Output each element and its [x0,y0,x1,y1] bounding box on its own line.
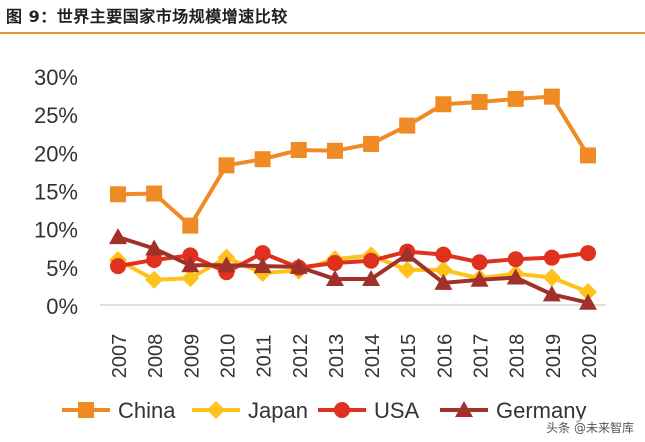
y-tick-label: 30% [34,65,78,90]
axes: 0% 5% 10% 15% 20% 25% 30% 2007 2008 2009 2010 2011 2… [34,65,606,378]
x-tick-label: 2007 [109,334,131,379]
legend-china-label: China [118,398,176,423]
series-japan-point [145,270,164,289]
series-layer [109,88,597,310]
series-china-point [507,90,524,107]
series-usa-point [543,249,560,266]
series-china-point [182,217,199,234]
legend: China Japan USA Germany [62,398,586,423]
series-china-point [435,96,452,113]
x-tick-label: 2018 [507,334,529,379]
series-usa-point [363,252,380,269]
series-japan-point [434,260,453,279]
x-tick-label: 2016 [434,334,456,379]
series-japan-point [181,269,200,288]
series-usa-point [182,247,199,264]
watermark: 头条 @未来智库 [543,419,637,436]
series-germany-point [398,245,417,262]
series-china [110,88,596,234]
series-usa-point [110,258,126,275]
series-germany [109,228,597,310]
series-china-point [110,186,126,203]
legend-usa-label: USA [374,398,420,423]
y-tick-label: 15% [34,180,78,205]
series-germany-point [289,257,308,274]
series-usa [110,243,596,281]
series-germany-point [506,268,525,285]
series-usa-point [254,245,271,262]
series-china-point [218,157,235,174]
series-usa-point [326,255,343,272]
series-germany-point [434,273,453,290]
legend-japan-label: Japan [248,398,308,423]
series-germany-point [470,270,489,287]
series-china-point [146,185,163,202]
series-usa-point [471,254,488,271]
legend-item-china: China [62,398,176,423]
series-germany-point [145,239,164,256]
x-tick-label: 2020 [579,334,601,379]
series-germany-point [181,256,200,273]
series-japan-point [398,260,417,279]
series-japan-point [542,268,561,287]
x-tick-label: 2015 [398,334,420,379]
series-china-point [399,117,416,134]
legend-item-japan: Japan [192,398,308,423]
series-china-point [326,142,343,159]
series-germany-line [117,235,589,305]
series-usa-point [146,251,163,268]
legend-item-usa: USA [318,398,420,423]
y-tick-label: 25% [34,103,78,128]
series-germany-point [579,293,597,310]
series-china-point [363,135,380,152]
series-china-point [254,151,271,168]
x-tick-label: 2008 [145,334,167,379]
y-tick-label: 20% [34,141,78,166]
legend-item-germany: Germany [440,398,586,423]
x-tick-label: 2019 [543,334,565,379]
series-china-point [471,93,488,110]
series-china-point [543,88,560,105]
x-tick-label: 2012 [290,334,312,379]
x-tick-label: 2009 [181,334,203,379]
title-divider [0,32,645,34]
legend-japan-marker [207,401,225,419]
series-germany-point [362,270,381,287]
series-china-line [117,94,590,228]
x-tick-label: 2013 [326,334,348,379]
y-tick-label: 5% [46,256,78,281]
series-germany-point [109,228,127,245]
series-germany-point [253,257,272,274]
series-germany-point [542,285,561,302]
figure-title: 图 9：世界主要国家市场规模增速比较 [6,7,288,26]
x-tick-label: 2010 [217,334,239,379]
series-germany-point [217,256,236,273]
y-tick-label: 0% [46,294,78,319]
x-tick-label: 2011 [254,334,276,377]
legend-germany-label: Germany [496,398,586,423]
legend-usa-marker [334,402,350,418]
x-tick-label: 2017 [471,334,493,379]
series-china-point [580,147,596,164]
series-china-point [290,142,307,159]
series-usa-point [507,251,524,268]
series-germany-point [325,270,344,287]
legend-china-marker [78,402,94,418]
legend-germany-marker [455,401,473,417]
series-usa-point [580,245,596,262]
x-tick-label: 2014 [362,334,384,379]
series-usa-point [435,246,452,263]
series-japan-point [579,283,597,302]
y-tick-label: 10% [34,218,78,243]
